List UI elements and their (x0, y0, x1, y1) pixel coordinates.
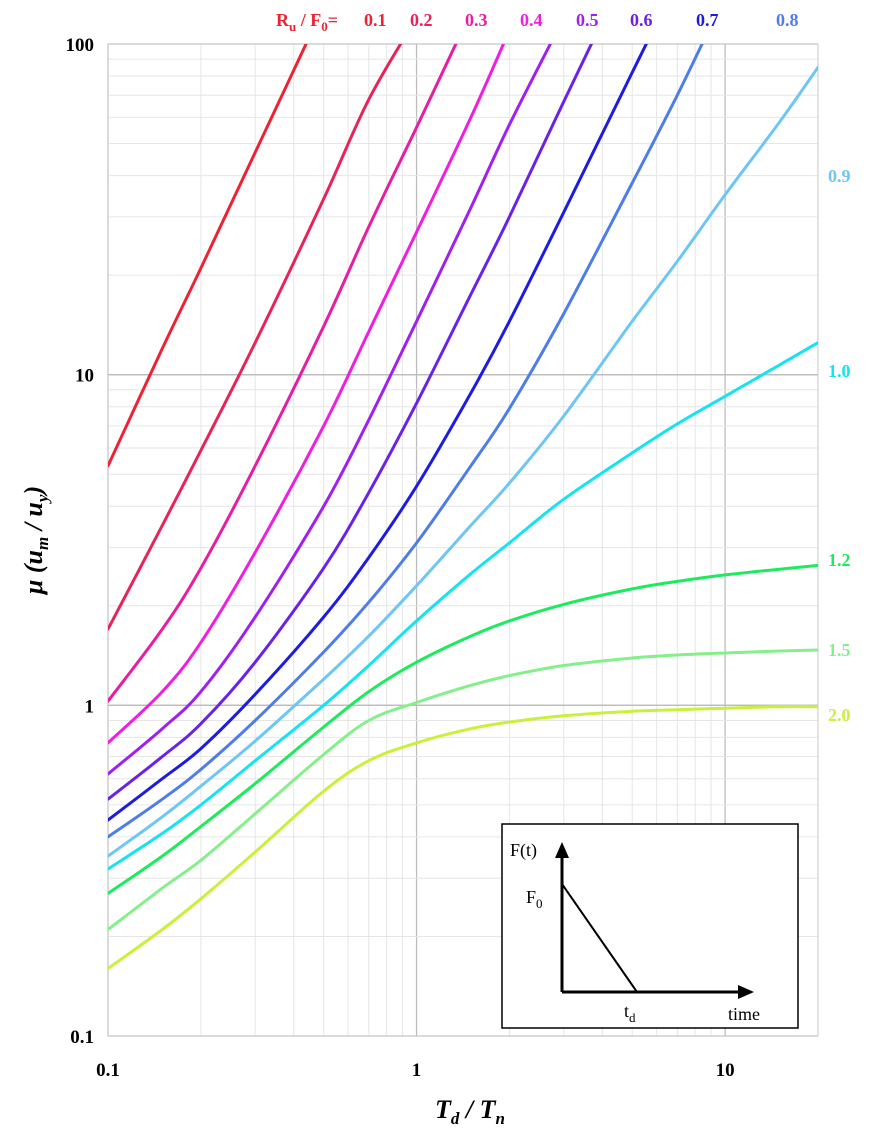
right-label-1-2: 1.2 (828, 550, 851, 570)
legend-label-0-8: 0.8 (776, 10, 799, 30)
legend-prefix: Ru / F0= (276, 10, 338, 34)
y-tick-label: 10 (75, 366, 94, 387)
series-line-0-2 (108, 44, 403, 631)
top-legend: Ru / F0= 0.1 0.2 0.3 0.4 0.5 0.6 0.7 0.8 (276, 10, 799, 34)
series-line-0-5 (108, 44, 553, 776)
y-tick-label: 0.1 (70, 1027, 94, 1048)
inset-x-arrowhead (738, 985, 754, 999)
x-tick-label: 0.1 (96, 1060, 120, 1081)
series-line-1-0 (108, 341, 818, 871)
legend-label-0-6: 0.6 (630, 10, 653, 30)
right-label-1-5: 1.5 (828, 640, 851, 660)
series-line-1-5 (108, 648, 818, 931)
legend-label-0-4: 0.4 (520, 10, 543, 30)
series-line-0-6 (108, 44, 594, 801)
series-line-0-9 (108, 65, 818, 858)
legend-label-0-2: 0.2 (410, 10, 433, 30)
legend-label-0-1: 0.1 (364, 10, 387, 30)
y-tick-label: 100 (66, 35, 95, 56)
inset-time-label: time (728, 1004, 760, 1024)
x-tick-label: 1 (412, 1060, 422, 1081)
y-tick-label: 1 (85, 696, 95, 717)
series-line-2-0 (108, 705, 818, 970)
series-line-0-1 (108, 44, 308, 468)
inset-peak-label: F0 (526, 887, 543, 911)
legend-label-0-7: 0.7 (696, 10, 719, 30)
series-line-1-2 (108, 563, 818, 895)
right-label-0-9: 0.9 (828, 166, 851, 186)
inset-triangular-pulse (561, 883, 638, 993)
series-line-0-8 (108, 44, 704, 839)
right-label-1-0: 1.0 (828, 361, 851, 381)
inset-y-label: F(t) (510, 840, 537, 861)
y-axis-title: μ (um / uy) (19, 486, 52, 596)
inset-td-label: td (624, 1001, 636, 1025)
x-axis-title: Td / Tn (435, 1095, 505, 1128)
inset-frame (501, 823, 799, 1029)
x-tick-label: 10 (716, 1060, 735, 1081)
series-curves (108, 44, 818, 970)
legend-label-0-5: 0.5 (576, 10, 599, 30)
tick-labels: 0.1 1 10 0.1 1 10 100 (66, 35, 735, 1081)
series-line-0-7 (108, 44, 648, 822)
plot-area-frame (107, 43, 819, 1037)
series-line-0-4 (108, 44, 506, 745)
legend-label-0-3: 0.3 (465, 10, 488, 30)
right-label-2-0: 2.0 (828, 705, 851, 725)
right-series-labels: 0.9 1.0 1.2 1.5 2.0 (828, 166, 851, 725)
series-line-0-3 (108, 44, 458, 703)
inset-y-arrowhead (555, 842, 569, 858)
load-pulse-inset: F(t) F0 td time (501, 823, 799, 1029)
